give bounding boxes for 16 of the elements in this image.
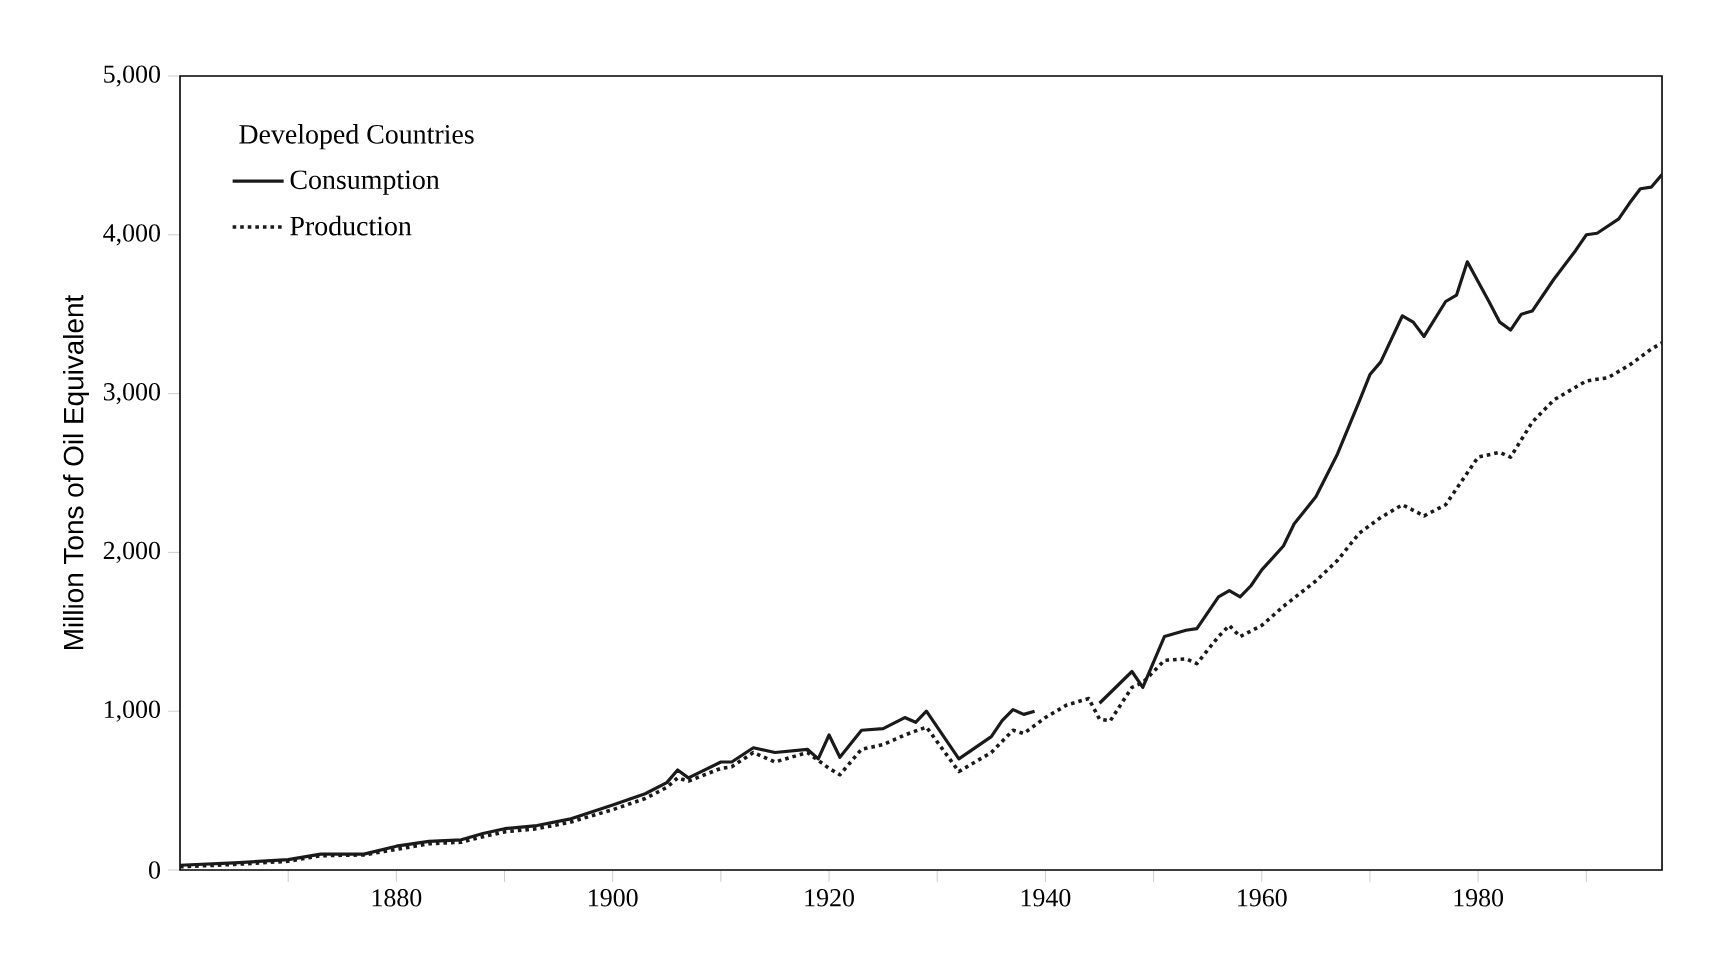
y-tick-label: 4,000 xyxy=(103,224,160,246)
legend-label: Consumption xyxy=(290,170,440,195)
y-axis-title: Million Tons of Oil Equivalent xyxy=(62,294,89,650)
x-tick-label: 1880 xyxy=(372,889,422,907)
x-tick-label: 1900 xyxy=(589,889,638,907)
y-tick-label: 2,000 xyxy=(103,541,160,564)
x-tick-label: 1920 xyxy=(805,889,854,907)
y-tick-label: 5,000 xyxy=(104,65,160,87)
x-tick-label: 1940 xyxy=(1021,889,1071,907)
y-tick-label: 1,000 xyxy=(104,700,160,722)
x-tick-label: 1980 xyxy=(1454,889,1504,907)
y-tick-label: 0 xyxy=(149,861,160,879)
legend-title: Developed Countries xyxy=(239,124,474,150)
x-tick-label: 1960 xyxy=(1238,889,1287,907)
y-tick-label: 3,000 xyxy=(103,383,160,405)
legend-label: Production xyxy=(290,215,412,236)
